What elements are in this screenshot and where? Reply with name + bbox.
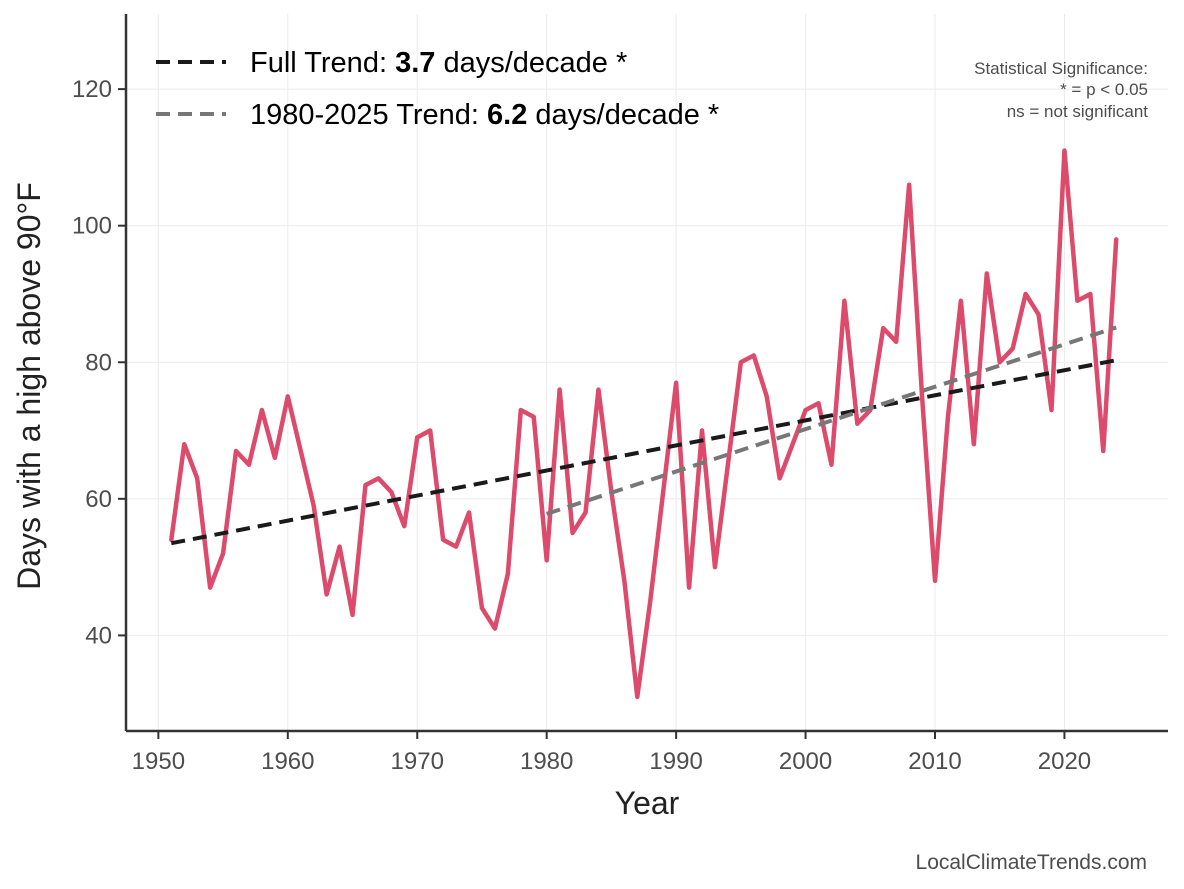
legend-full-trend-label: Full Trend: 3.7 days/decade * bbox=[250, 47, 627, 79]
legend-recent-trend-prefix: 1980-2025 Trend: bbox=[250, 99, 487, 131]
significance-title: Statistical Significance: bbox=[974, 59, 1148, 78]
x-tick-label: 1970 bbox=[391, 748, 444, 775]
x-tick-label: 2020 bbox=[1038, 748, 1091, 775]
x-tick-label: 1980 bbox=[520, 748, 573, 775]
legend: Full Trend: 3.7 days/decade * 1980-2025 … bbox=[156, 47, 719, 131]
legend-recent-trend-label: 1980-2025 Trend: 6.2 days/decade * bbox=[250, 99, 719, 131]
legend-full-trend-suffix: days/decade * bbox=[435, 47, 627, 79]
legend-full-trend-value: 3.7 bbox=[395, 47, 435, 79]
trend-line-1980-2025 bbox=[546, 325, 1117, 516]
x-ticks: 1950 1960 1970 1980 1990 2000 2010 2020 bbox=[132, 731, 1091, 775]
significance-line-1: * = p < 0.05 bbox=[1060, 80, 1148, 99]
trend-line-full bbox=[170, 358, 1117, 546]
legend-recent-trend-value: 6.2 bbox=[487, 99, 527, 131]
significance-note: Statistical Significance: * = p < 0.05 n… bbox=[974, 59, 1148, 121]
y-axis-title: Days with a high above 90°F bbox=[11, 182, 47, 590]
legend-full-trend-prefix: Full Trend: bbox=[250, 47, 395, 79]
x-tick-label: 1990 bbox=[649, 748, 702, 775]
y-tick-label: 120 bbox=[72, 76, 112, 103]
x-tick-label: 2000 bbox=[779, 748, 832, 775]
trend-layer bbox=[170, 325, 1117, 546]
series-line-days-above-90 bbox=[169, 148, 1119, 700]
y-ticks: 40 60 80 100 120 bbox=[72, 76, 126, 649]
credit-text: LocalClimateTrends.com bbox=[916, 851, 1147, 874]
x-tick-label: 2010 bbox=[908, 748, 961, 775]
y-tick-label: 80 bbox=[85, 349, 112, 376]
y-tick-label: 100 bbox=[72, 213, 112, 240]
significance-line-2: ns = not significant bbox=[1007, 102, 1149, 121]
x-tick-label: 1950 bbox=[132, 748, 185, 775]
x-tick-label: 1960 bbox=[261, 748, 314, 775]
series-layer bbox=[169, 148, 1119, 700]
legend-recent-trend-suffix: days/decade * bbox=[527, 99, 719, 131]
y-tick-label: 40 bbox=[85, 622, 112, 649]
x-axis-title: Year bbox=[615, 785, 680, 821]
y-tick-label: 60 bbox=[85, 486, 112, 513]
